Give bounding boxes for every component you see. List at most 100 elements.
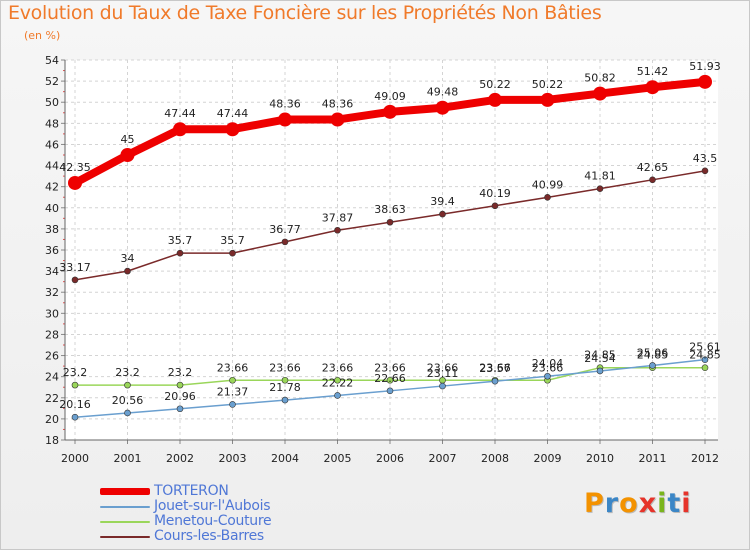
x-tick-label: 2004 [271, 452, 299, 465]
data-point-jouet-sur-l-aubois [596, 367, 604, 375]
data-point-menetou-couture [229, 376, 236, 384]
data-label-cours-les-barres: 42.65 [637, 161, 669, 174]
legend-item-jouet-sur-l-aubois: Jouet-sur-l'Aubois [100, 499, 271, 514]
data-point-torteron [593, 86, 607, 101]
y-tick-label: 50 [45, 96, 59, 109]
data-point-menetou-couture [334, 376, 341, 384]
y-tick-label: 30 [45, 307, 59, 320]
data-point-jouet-sur-l-aubois [491, 377, 499, 385]
y-tick-label: 20 [45, 413, 59, 426]
data-label-jouet-sur-l-aubois: 25.61 [689, 341, 721, 354]
data-label-torteron: 42.35 [59, 161, 91, 174]
data-label-cours-les-barres: 40.99 [532, 178, 564, 191]
data-point-cours-les-barres [439, 210, 446, 218]
data-label-jouet-sur-l-aubois: 24.54 [584, 352, 616, 365]
data-point-cours-les-barres [334, 226, 341, 234]
data-label-torteron: 49.48 [427, 86, 459, 99]
legend-label: Cours-les-Barres [154, 528, 264, 544]
data-point-cours-les-barres [281, 238, 289, 246]
data-label-menetou-couture: 23.66 [322, 361, 354, 374]
data-label-menetou-couture: 24.85 [689, 349, 721, 362]
data-point-menetou-couture [71, 381, 79, 389]
data-label-cours-les-barres: 35.7 [220, 234, 245, 247]
data-point-torteron [120, 148, 135, 162]
data-point-cours-les-barres [386, 218, 394, 226]
y-tick-label: 18 [45, 434, 59, 447]
data-label-jouet-sur-l-aubois: 20.16 [59, 398, 91, 411]
data-label-cours-les-barres: 33.17 [59, 261, 91, 274]
y-tick-label: 48 [45, 117, 59, 130]
data-point-torteron [383, 104, 397, 119]
data-label-cours-les-barres: 34 [121, 252, 135, 265]
data-point-jouet-sur-l-aubois [701, 356, 709, 363]
data-label-cours-les-barres: 36.77 [269, 223, 301, 236]
data-label-jouet-sur-l-aubois: 20.96 [164, 390, 196, 403]
x-tick-label: 2011 [639, 452, 667, 465]
data-point-torteron [330, 112, 345, 127]
data-label-menetou-couture: 23.66 [427, 361, 459, 374]
legend-swatch [100, 505, 150, 508]
data-label-jouet-sur-l-aubois: 25.06 [637, 346, 669, 359]
legend-label: TORTERON [154, 483, 229, 499]
data-label-cours-les-barres: 41.81 [584, 170, 616, 183]
data-label-torteron: 47.44 [164, 107, 196, 120]
data-point-torteron [278, 112, 292, 127]
legend-item-menetou-couture: Menetou-Couture [100, 513, 272, 529]
data-point-cours-les-barres [71, 276, 79, 284]
legend-swatch [100, 535, 150, 538]
data-point-torteron [173, 122, 187, 137]
y-tick-label: 32 [45, 286, 59, 299]
x-tick-label: 2008 [481, 452, 509, 465]
data-label-torteron: 50.22 [532, 78, 564, 91]
data-point-menetou-couture [124, 381, 131, 389]
data-label-menetou-couture: 23.66 [532, 361, 564, 374]
data-point-cours-les-barres [229, 249, 236, 257]
x-tick-label: 2009 [534, 452, 562, 465]
data-label-cours-les-barres: 39.4 [430, 195, 455, 208]
data-point-torteron [540, 92, 555, 107]
data-point-cours-les-barres [596, 185, 604, 192]
y-tick-label: 42 [45, 181, 59, 194]
data-point-jouet-sur-l-aubois [71, 413, 79, 421]
data-point-jouet-sur-l-aubois [439, 382, 446, 390]
x-tick-label: 2007 [429, 452, 457, 465]
chart-title: Evolution du Taux de Taxe Foncière sur l… [8, 2, 602, 24]
y-tick-label: 54 [45, 54, 59, 67]
y-tick-label: 40 [45, 202, 59, 215]
legend-label: Jouet-sur-l'Aubois [154, 498, 271, 514]
data-label-jouet-sur-l-aubois: 23.11 [427, 367, 459, 380]
y-tick-label: 26 [45, 350, 59, 363]
data-label-jouet-sur-l-aubois: 21.78 [269, 381, 301, 394]
y-tick-label: 28 [45, 328, 59, 341]
logo-letter: o [619, 488, 639, 519]
data-label-torteron: 48.36 [322, 98, 354, 111]
legend-item-cours-les-barres: Cours-les-Barres [100, 529, 271, 544]
x-tick-label: 2003 [219, 452, 247, 465]
data-label-cours-les-barres: 40.19 [479, 187, 511, 200]
legend-swatch [100, 488, 150, 495]
data-point-menetou-couture [281, 376, 289, 384]
data-point-torteron [435, 100, 450, 115]
data-label-jouet-sur-l-aubois: 21.37 [217, 385, 249, 398]
data-label-torteron: 47.44 [217, 107, 249, 120]
data-point-jouet-sur-l-aubois [281, 396, 289, 404]
x-tick-label: 2010 [586, 452, 614, 465]
data-label-torteron: 50.22 [479, 78, 511, 91]
data-label-jouet-sur-l-aubois: 22.66 [374, 372, 406, 385]
data-point-torteron [225, 122, 240, 137]
data-label-menetou-couture: 24.85 [637, 349, 669, 362]
data-label-cours-les-barres: 37.87 [322, 211, 354, 224]
x-tick-label: 2002 [166, 452, 194, 465]
y-tick-label: 24 [45, 371, 59, 384]
data-label-jouet-sur-l-aubois: 24.04 [532, 357, 564, 370]
data-label-menetou-couture: 23.2 [63, 366, 88, 379]
chart-legend: TORTERON Jouet-sur-l'Aubois Menetou-Coutur… [100, 483, 272, 544]
y-tick-label: 22 [45, 392, 59, 405]
legend-label: Menetou-Couture [154, 513, 272, 529]
x-tick-label: 2012 [691, 452, 719, 465]
data-label-menetou-couture: 23.66 [479, 361, 511, 374]
x-tick-label: 2006 [376, 452, 404, 465]
data-label-jouet-sur-l-aubois: 23.57 [479, 362, 511, 375]
data-point-torteron [645, 80, 660, 95]
